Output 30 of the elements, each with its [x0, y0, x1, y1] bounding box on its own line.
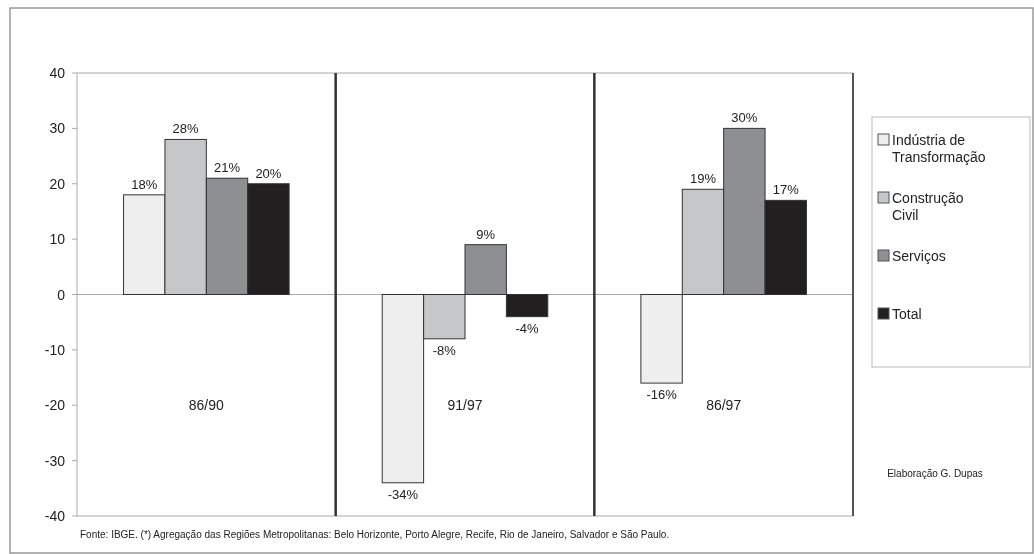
data-label: -16% [646, 387, 678, 403]
data-label: 9% [476, 226, 496, 242]
data-label: 19% [689, 171, 717, 187]
y-tick-label: 10 [49, 231, 66, 248]
data-label: 30% [731, 110, 758, 126]
data-label: -34% [387, 486, 419, 502]
y-tick-label: -20 [44, 397, 66, 414]
y-tick-label: 0 [57, 286, 66, 303]
legend-label: Indústria de Transformação [892, 132, 986, 165]
legend-label: Total [892, 306, 922, 322]
data-label: 21% [214, 160, 241, 176]
data-label: 28% [172, 121, 200, 137]
y-tick-label: 20 [49, 175, 66, 192]
legend-label: Serviços [892, 248, 946, 264]
y-tick-label: -30 [44, 452, 66, 469]
y-tick-label: 30 [49, 120, 66, 137]
x-tick-label: 91/97 [447, 397, 483, 414]
data-label: 17% [772, 182, 800, 198]
y-tick-label: -10 [44, 341, 66, 358]
x-tick-label: 86/90 [188, 397, 225, 414]
data-label: 18% [131, 176, 158, 192]
data-label: -8% [432, 342, 457, 358]
data-label: 20% [255, 165, 282, 181]
text: Elaboração G. Dupas [887, 468, 983, 479]
source-note: Fonte: IBGE. (*) Agregação das Regiões Metropolitanas: Belo Horizonte, Porto Alegre, Recife, Rio de Janeiro, Salvador e São Paulo. [80, 529, 670, 540]
x-tick-label: 86/97 [706, 397, 742, 414]
data-label: -4% [515, 320, 540, 336]
legend-label: Construção Civil [892, 190, 964, 223]
y-tick-label: -40 [44, 508, 66, 524]
y-tick-label: 40 [49, 65, 66, 81]
